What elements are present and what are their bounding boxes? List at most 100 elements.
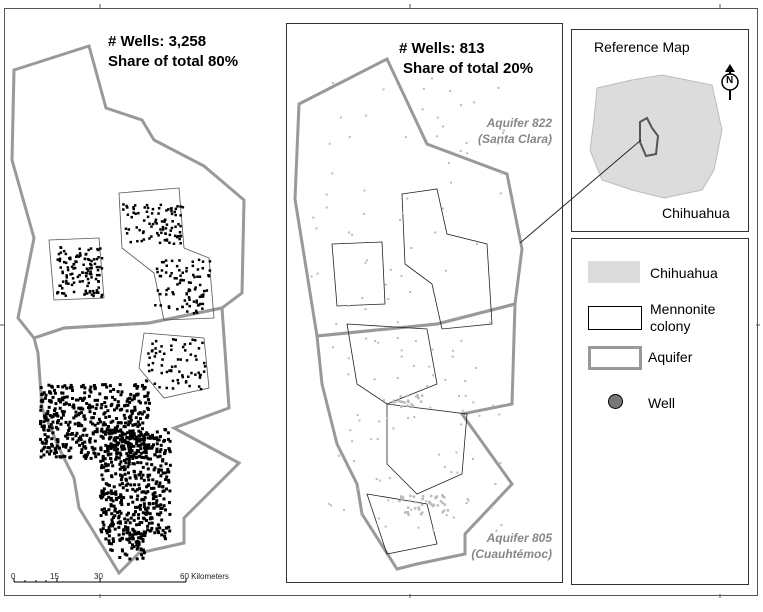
well-dot xyxy=(91,405,95,409)
well-dot xyxy=(134,435,138,439)
well-dot xyxy=(99,446,103,450)
well-dot xyxy=(148,369,151,373)
well-dot xyxy=(88,440,92,444)
well-dot xyxy=(400,495,403,499)
well-dot xyxy=(103,450,107,453)
well-dot xyxy=(64,401,68,405)
well-dot xyxy=(159,228,162,231)
aquifer-805-name: Aquifer 805 xyxy=(486,531,552,545)
well-dot xyxy=(101,527,105,531)
well-dot xyxy=(113,448,117,452)
well-dot xyxy=(99,434,103,438)
well-dot xyxy=(195,301,198,304)
well-dot xyxy=(110,521,114,525)
well-dot xyxy=(157,438,161,442)
well-dot xyxy=(347,304,350,307)
well-dot xyxy=(165,370,169,374)
well-dot xyxy=(63,384,67,388)
well-dot xyxy=(365,337,368,340)
well-dot xyxy=(386,417,389,419)
well-dot xyxy=(130,429,134,433)
well-dot xyxy=(156,530,160,534)
well-dot xyxy=(131,454,135,458)
well-dot xyxy=(189,353,193,356)
well-dot xyxy=(172,242,176,245)
well-dot xyxy=(199,387,203,391)
well-dot xyxy=(139,503,142,507)
well-dot xyxy=(101,430,105,434)
well-dot xyxy=(442,207,444,210)
well-dot xyxy=(128,540,132,544)
well-dot xyxy=(197,347,201,350)
well-dot xyxy=(121,549,124,553)
legend-swatch-chihuahua xyxy=(588,261,640,283)
well-dot xyxy=(348,136,351,139)
well-dot xyxy=(148,401,151,405)
well-dot xyxy=(79,254,82,257)
well-dot xyxy=(85,267,89,270)
well-dot xyxy=(432,528,435,531)
well-dot xyxy=(200,295,203,298)
well-dot xyxy=(141,427,144,431)
well-dot xyxy=(410,403,413,406)
well-dot xyxy=(69,446,73,450)
well-dot xyxy=(435,135,438,138)
well-dot xyxy=(167,287,170,290)
well-dot xyxy=(185,266,188,270)
well-dot xyxy=(126,440,130,444)
well-dot xyxy=(145,416,149,419)
well-dot xyxy=(148,529,152,533)
well-dot xyxy=(39,455,43,459)
well-dot xyxy=(133,405,137,409)
well-dot xyxy=(170,212,174,216)
well-dot xyxy=(174,213,177,217)
well-dot xyxy=(360,513,363,516)
well-dot xyxy=(102,487,106,491)
well-dot xyxy=(151,222,155,226)
well-dot xyxy=(443,503,447,506)
well-dot xyxy=(107,425,110,428)
well-dot xyxy=(89,270,92,273)
well-dot xyxy=(129,392,133,396)
well-dot xyxy=(54,402,58,406)
well-dot xyxy=(382,88,385,91)
well-dot xyxy=(125,513,129,517)
well-dot xyxy=(419,400,423,403)
well-dot xyxy=(74,414,78,418)
well-dot xyxy=(148,237,151,240)
well-dot xyxy=(96,398,100,402)
well-dot xyxy=(142,530,146,534)
well-dot xyxy=(117,516,121,520)
well-dot xyxy=(119,421,123,425)
well-dot xyxy=(410,247,413,249)
well-dot xyxy=(49,423,53,427)
well-dot xyxy=(113,431,117,435)
well-dot xyxy=(124,432,128,436)
well-dot xyxy=(80,424,84,428)
middle-wells-count: # Wells: 813 xyxy=(399,40,485,57)
well-dot xyxy=(105,396,108,400)
well-dot xyxy=(122,465,126,469)
well-dot xyxy=(123,517,127,521)
well-dot xyxy=(146,413,150,417)
well-dot xyxy=(153,382,157,385)
well-dot xyxy=(163,352,166,355)
well-dot xyxy=(139,476,143,480)
well-dot xyxy=(363,212,366,215)
well-dot xyxy=(106,491,110,495)
well-dot xyxy=(131,537,135,541)
well-dot xyxy=(137,483,141,487)
well-dot xyxy=(54,448,58,452)
well-dot xyxy=(120,482,124,486)
well-dot xyxy=(132,206,135,209)
well-dot xyxy=(168,439,172,443)
well-dot xyxy=(188,289,192,292)
well-dot xyxy=(100,464,104,468)
well-dot xyxy=(189,281,192,284)
well-dot xyxy=(159,468,163,472)
well-dot xyxy=(364,308,367,311)
well-dot xyxy=(127,471,130,475)
left-share-total: Share of total 80% xyxy=(108,53,239,70)
middle-share-total: Share of total 20% xyxy=(403,60,534,77)
well-dot xyxy=(159,292,162,296)
